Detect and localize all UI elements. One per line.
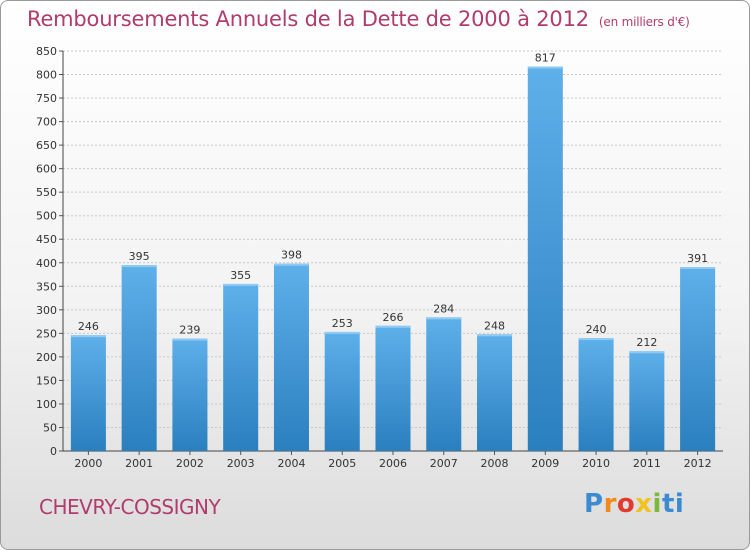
bar-highlight xyxy=(680,267,716,269)
bar xyxy=(477,334,513,451)
y-tick-label: 150 xyxy=(36,374,57,387)
chart-title: Remboursements Annuels de la Dette de 20… xyxy=(27,7,690,31)
bar-highlight xyxy=(527,66,563,69)
y-tick-label: 100 xyxy=(36,398,57,411)
y-tick-label: 650 xyxy=(36,139,57,152)
logo-letter: ti xyxy=(661,489,685,519)
bar xyxy=(578,338,614,451)
bar-highlight xyxy=(375,325,411,328)
data-label: 284 xyxy=(433,302,454,315)
y-tick-label: 350 xyxy=(36,280,57,293)
bar-highlight xyxy=(121,265,157,268)
data-label: 398 xyxy=(281,249,302,262)
logo-letter: x xyxy=(635,489,653,519)
x-tick-label: 2006 xyxy=(379,457,407,470)
logo-letter: P xyxy=(584,489,604,519)
x-tick-label: 2004 xyxy=(277,457,305,470)
y-tick-label: 0 xyxy=(50,445,57,458)
x-tick-label: 2009 xyxy=(531,457,559,470)
proxiti-logo: Proxiti xyxy=(584,489,684,519)
bar xyxy=(70,335,106,451)
x-tick-label: 2008 xyxy=(481,457,509,470)
data-label: 212 xyxy=(636,336,657,349)
y-tick-label: 200 xyxy=(36,351,57,364)
x-tick-label: 2002 xyxy=(176,457,204,470)
x-tick-label: 2005 xyxy=(328,457,356,470)
x-tick-label: 2012 xyxy=(684,457,712,470)
chart-title-text: Remboursements Annuels de la Dette de 20… xyxy=(27,7,589,31)
y-tick-label: 700 xyxy=(36,116,57,129)
y-tick-label: 50 xyxy=(43,421,57,434)
bar-highlight xyxy=(578,338,614,341)
bar-highlight xyxy=(477,334,513,337)
bar xyxy=(273,263,309,451)
bar xyxy=(324,331,360,451)
x-tick-label: 2003 xyxy=(227,457,255,470)
bar xyxy=(680,267,716,451)
data-label: 817 xyxy=(535,52,556,65)
x-tick-label: 2000 xyxy=(74,457,102,470)
bars xyxy=(70,66,716,451)
y-tick-label: 550 xyxy=(36,186,57,199)
y-tick-label: 750 xyxy=(36,92,57,105)
x-tick-label: 2011 xyxy=(633,457,661,470)
bar xyxy=(172,338,208,451)
bar-highlight xyxy=(324,331,360,334)
y-tick-label: 600 xyxy=(36,163,57,176)
data-label: 239 xyxy=(179,324,200,337)
data-label: 248 xyxy=(484,319,505,332)
logo-letter: i xyxy=(652,489,662,519)
bar-highlight xyxy=(273,263,309,266)
y-tick-label: 800 xyxy=(36,69,57,82)
bar xyxy=(527,66,563,451)
bar-highlight xyxy=(70,335,106,338)
commune-name: CHEVRY-COSSIGNY xyxy=(39,495,221,519)
chart-unit: (en milliers d'€) xyxy=(598,15,690,29)
bar xyxy=(121,265,157,451)
y-tick-label: 250 xyxy=(36,327,57,340)
data-label: 266 xyxy=(383,311,404,324)
x-tick-label: 2007 xyxy=(430,457,458,470)
data-label: 355 xyxy=(230,269,251,282)
bar-highlight xyxy=(426,317,462,320)
x-tick-label: 2001 xyxy=(125,457,153,470)
y-tick-label: 400 xyxy=(36,257,57,270)
bar xyxy=(629,351,665,451)
y-tick-label: 300 xyxy=(36,304,57,317)
logo-letter: r xyxy=(603,489,617,519)
x-tick-label: 2010 xyxy=(582,457,610,470)
y-tick-label: 850 xyxy=(36,45,57,58)
data-label: 246 xyxy=(78,320,99,333)
bar-highlight xyxy=(629,351,665,354)
data-label: 240 xyxy=(586,323,607,336)
bar-highlight xyxy=(172,338,208,341)
data-label: 391 xyxy=(687,252,708,265)
logo-letter: o xyxy=(616,489,636,519)
data-label: 253 xyxy=(332,317,353,330)
bar-highlight xyxy=(223,283,259,286)
y-tick-label: 500 xyxy=(36,210,57,223)
bar xyxy=(426,317,462,451)
y-tick-label: 450 xyxy=(36,233,57,246)
bar xyxy=(223,283,259,451)
labels: 0 50 100 150 200 250 300 350 400 450 500 550 600 650 7… xyxy=(36,45,712,470)
data-label: 395 xyxy=(129,250,150,263)
bar xyxy=(375,325,411,451)
